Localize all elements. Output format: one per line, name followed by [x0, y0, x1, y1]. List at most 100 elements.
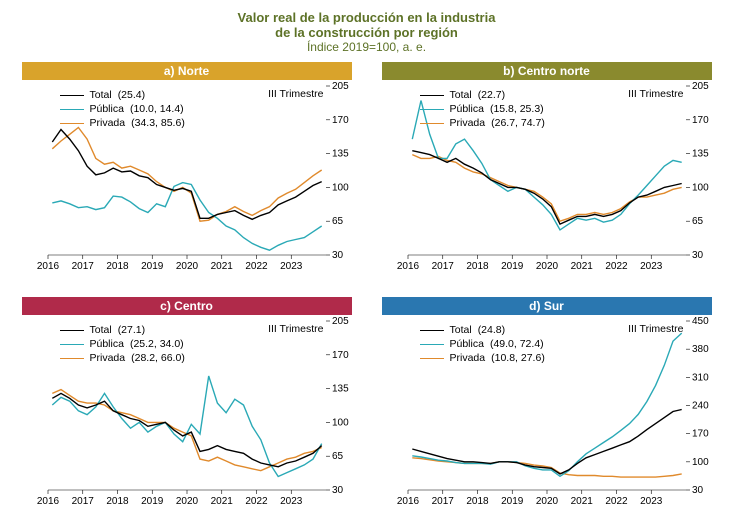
svg-text:2022: 2022 [245, 261, 268, 272]
legend-label-total: Total [90, 323, 112, 337]
legend-swatch-privada [420, 358, 444, 359]
svg-text:2018: 2018 [106, 496, 129, 507]
legend-swatch-privada [420, 123, 444, 124]
legend-label-publica: Pública [450, 102, 484, 116]
legend-norte: Total (25.4)Pública (10.0, 14.4)Privada … [60, 88, 185, 131]
legend-label-privada: Privada [90, 116, 126, 130]
legend-swatch-publica [420, 109, 444, 110]
chart-norte: Total (25.4)Pública (10.0, 14.4)Privada … [22, 82, 352, 277]
svg-text:2022: 2022 [605, 261, 628, 272]
legend-row-publica: Pública (15.8, 25.3) [420, 102, 545, 116]
panel-bar-centronorte: b) Centro norte [382, 62, 712, 80]
legend-value-privada: (26.7, 74.7) [491, 116, 545, 130]
svg-text:2017: 2017 [431, 496, 454, 507]
panel-bar-centro: c) Centro [22, 297, 352, 315]
svg-text:135: 135 [692, 149, 709, 160]
legend-row-privada: Privada (26.7, 74.7) [420, 116, 545, 130]
legend-swatch-privada [60, 123, 84, 124]
legend-row-privada: Privada (28.2, 66.0) [60, 351, 185, 365]
svg-text:2018: 2018 [466, 496, 489, 507]
svg-text:100: 100 [332, 182, 349, 193]
legend-swatch-publica [60, 344, 84, 345]
svg-text:2016: 2016 [36, 496, 59, 507]
svg-text:30: 30 [692, 485, 704, 496]
legend-label-total: Total [450, 88, 472, 102]
svg-text:2020: 2020 [175, 496, 198, 507]
legend-value-publica: (10.0, 14.4) [130, 102, 184, 116]
legend-label-total: Total [450, 323, 472, 337]
svg-text:2018: 2018 [106, 261, 129, 272]
legend-label-privada: Privada [90, 351, 126, 365]
panel-bar-sur: d) Sur [382, 297, 712, 315]
svg-text:380: 380 [692, 344, 709, 355]
svg-text:2019: 2019 [141, 261, 164, 272]
svg-text:205: 205 [332, 317, 349, 327]
legend-value-privada: (10.8, 27.6) [491, 351, 545, 365]
trimestre-label: III Trimestre [268, 88, 323, 100]
svg-text:2019: 2019 [501, 496, 524, 507]
legend-swatch-privada [60, 358, 84, 359]
svg-text:2020: 2020 [535, 496, 558, 507]
svg-text:65: 65 [332, 216, 344, 227]
legend-swatch-total [60, 95, 84, 96]
svg-text:2021: 2021 [210, 496, 233, 507]
svg-text:135: 135 [332, 149, 349, 160]
svg-text:2020: 2020 [535, 261, 558, 272]
trimestre-label: III Trimestre [268, 323, 323, 335]
svg-text:205: 205 [692, 82, 709, 92]
svg-text:2023: 2023 [640, 496, 663, 507]
legend-swatch-publica [60, 109, 84, 110]
legend-label-privada: Privada [450, 351, 486, 365]
svg-text:100: 100 [692, 182, 709, 193]
legend-value-privada: (34.3, 85.6) [131, 116, 185, 130]
legend-value-total: (25.4) [118, 88, 145, 102]
svg-text:205: 205 [332, 82, 349, 92]
legend-value-total: (24.8) [478, 323, 505, 337]
chart-sur: Total (24.8)Pública (49.0, 72.4)Privada … [382, 317, 712, 512]
svg-text:240: 240 [692, 401, 709, 412]
svg-text:2023: 2023 [280, 496, 303, 507]
subtitle: Índice 2019=100, a. e. [10, 40, 723, 54]
svg-text:2016: 2016 [36, 261, 59, 272]
svg-text:2019: 2019 [501, 261, 524, 272]
svg-text:2018: 2018 [466, 261, 489, 272]
svg-text:2022: 2022 [245, 496, 268, 507]
legend-value-total: (27.1) [118, 323, 145, 337]
legend-swatch-total [420, 330, 444, 331]
chart-title-block: Valor real de la producción en la indust… [10, 10, 723, 54]
legend-row-total: Total (27.1) [60, 323, 185, 337]
legend-row-publica: Pública (49.0, 72.4) [420, 337, 545, 351]
series-total [412, 410, 681, 474]
legend-value-privada: (28.2, 66.0) [131, 351, 185, 365]
legend-row-total: Total (22.7) [420, 88, 545, 102]
svg-text:170: 170 [332, 115, 349, 126]
svg-text:135: 135 [332, 384, 349, 395]
legend-label-publica: Pública [90, 337, 124, 351]
legend-sur: Total (24.8)Pública (49.0, 72.4)Privada … [420, 323, 545, 366]
legend-row-publica: Pública (10.0, 14.4) [60, 102, 185, 116]
svg-text:30: 30 [692, 250, 704, 261]
trimestre-label: III Trimestre [628, 323, 683, 335]
svg-text:170: 170 [332, 350, 349, 361]
legend-label-privada: Privada [450, 116, 486, 130]
svg-text:2021: 2021 [570, 261, 593, 272]
legend-value-publica: (49.0, 72.4) [490, 337, 544, 351]
panel-centro: c) Centro Total (27.1)Pública (25.2, 34.0… [22, 297, 352, 512]
panel-grid: a) NorteTotal (25.4)Pública (10.0, 14.4)… [10, 62, 723, 512]
svg-text:310: 310 [692, 372, 709, 383]
series-privada [412, 155, 681, 222]
svg-text:30: 30 [332, 250, 344, 261]
svg-text:100: 100 [692, 457, 709, 468]
legend-swatch-total [60, 330, 84, 331]
legend-value-total: (22.7) [478, 88, 505, 102]
chart-centro: Total (27.1)Pública (25.2, 34.0)Privada … [22, 317, 352, 512]
svg-text:65: 65 [692, 216, 704, 227]
legend-row-publica: Pública (25.2, 34.0) [60, 337, 185, 351]
chart-centronorte: Total (22.7)Pública (15.8, 25.3)Privada … [382, 82, 712, 277]
svg-text:2017: 2017 [71, 261, 94, 272]
svg-text:100: 100 [332, 417, 349, 428]
legend-row-total: Total (24.8) [420, 323, 545, 337]
svg-text:2019: 2019 [141, 496, 164, 507]
series-total [52, 393, 321, 466]
svg-text:2016: 2016 [396, 261, 419, 272]
